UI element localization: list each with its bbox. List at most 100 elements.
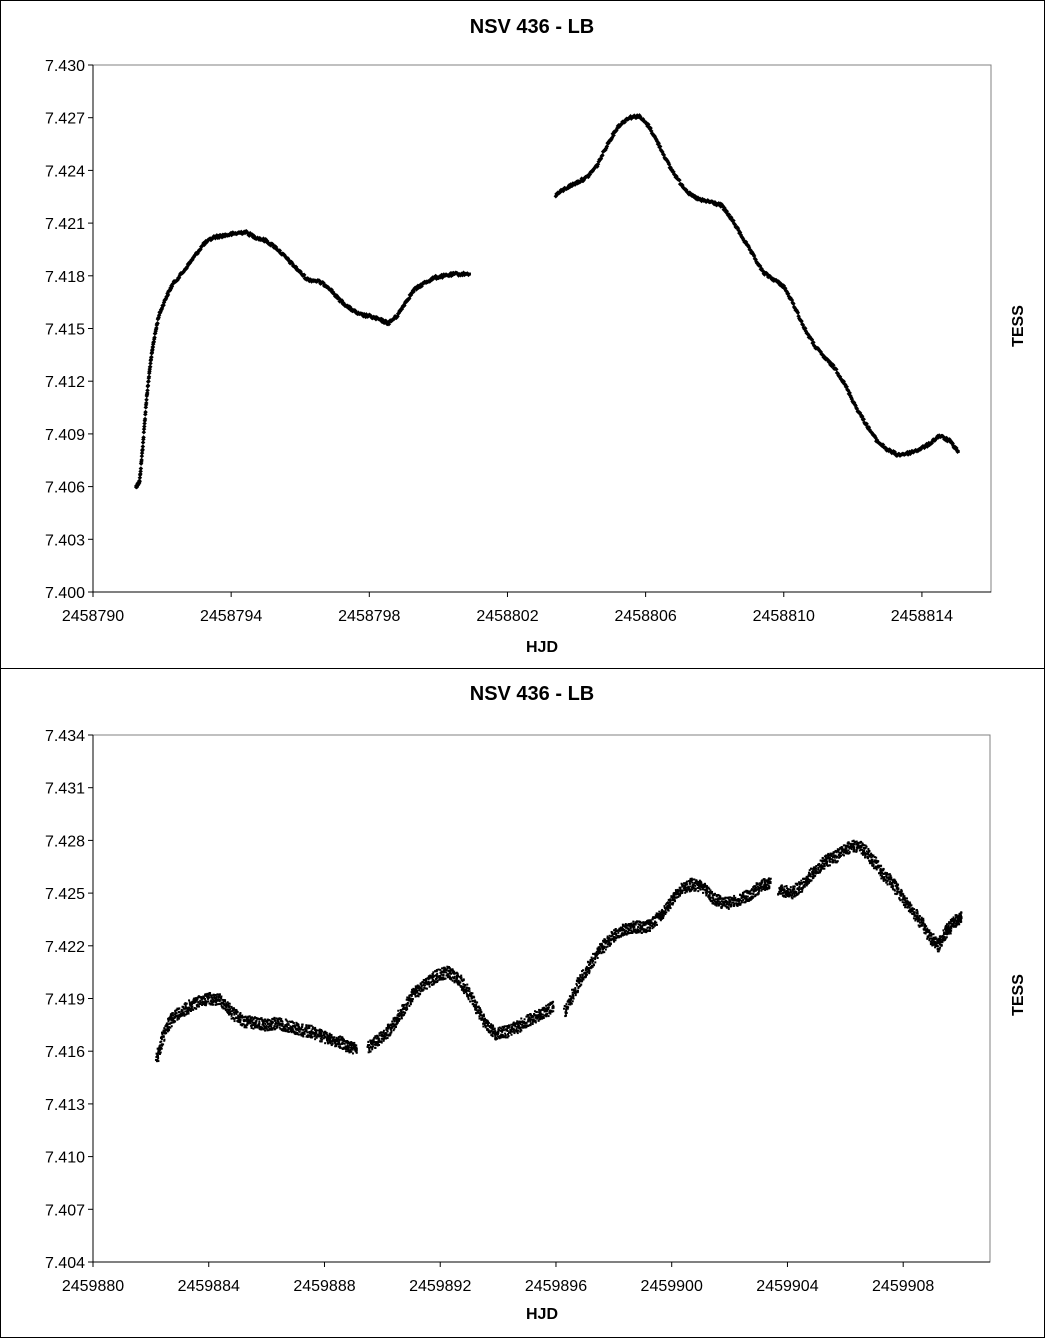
data-point — [574, 992, 577, 995]
data-point — [562, 1007, 565, 1010]
data-point — [889, 877, 892, 880]
data-point — [423, 986, 426, 989]
data-point — [575, 979, 578, 982]
data-point — [788, 892, 791, 895]
data-point — [571, 988, 574, 991]
data-point — [702, 884, 705, 887]
data-point — [355, 1044, 358, 1047]
data-point — [258, 1020, 261, 1023]
data-point — [663, 911, 666, 914]
data-point — [755, 882, 758, 885]
data-point — [436, 972, 439, 975]
data-point — [350, 1047, 353, 1050]
data-point — [229, 1012, 232, 1015]
data-point — [525, 1026, 528, 1029]
data-point — [385, 1037, 388, 1040]
data-point — [551, 1005, 555, 1009]
data-point — [633, 922, 636, 925]
data-point — [685, 881, 688, 884]
data-point — [319, 1035, 322, 1038]
data-point — [538, 1015, 541, 1018]
data-point — [327, 1041, 330, 1044]
data-point — [643, 928, 646, 931]
data-point — [569, 1003, 572, 1006]
data-point — [849, 842, 852, 845]
data-point — [637, 931, 640, 934]
data-point — [497, 1027, 500, 1030]
data-point — [891, 887, 894, 890]
data-point — [303, 1030, 306, 1033]
data-point — [493, 1027, 496, 1030]
data-point — [647, 926, 650, 929]
data-point — [659, 918, 662, 921]
data-point — [850, 848, 853, 851]
data-point — [662, 912, 665, 915]
data-point — [418, 985, 421, 988]
data-point — [663, 910, 666, 913]
data-point — [196, 998, 199, 1001]
data-point — [529, 1020, 532, 1023]
data-point — [547, 1015, 550, 1018]
data-point — [694, 882, 697, 885]
data-point — [841, 853, 844, 856]
data-point — [864, 844, 867, 847]
data-point — [798, 885, 801, 888]
data-point — [688, 888, 691, 891]
x-axis-label: HJD — [526, 639, 558, 656]
data-point — [215, 997, 218, 1000]
data-point — [325, 1038, 328, 1041]
data-point — [402, 1005, 405, 1008]
data-point — [632, 920, 635, 923]
data-point — [507, 1033, 510, 1036]
data-point — [430, 976, 433, 979]
data-point — [731, 901, 734, 904]
data-point — [200, 1001, 203, 1004]
data-point — [386, 1025, 389, 1028]
data-point — [305, 1026, 308, 1029]
data-point — [821, 862, 824, 865]
y-ticks: 7.4007.4037.4067.4097.4127.4157.4187.421… — [45, 58, 93, 602]
data-point — [391, 1020, 394, 1023]
data-point — [802, 877, 805, 880]
data-point — [792, 886, 795, 889]
data-point — [708, 887, 711, 890]
data-point — [334, 1045, 337, 1048]
data-point — [632, 927, 635, 930]
data-point — [527, 1020, 530, 1023]
data-point — [872, 854, 875, 857]
data-point — [266, 1021, 269, 1024]
data-point — [720, 897, 723, 900]
data-point — [909, 911, 912, 914]
data-point — [764, 884, 767, 887]
data-point — [431, 975, 434, 978]
data-point — [159, 1044, 162, 1047]
data-point — [651, 917, 654, 920]
data-point — [532, 1018, 535, 1021]
data-point — [539, 1018, 542, 1021]
data-point — [499, 1036, 502, 1039]
data-point — [703, 882, 706, 885]
data-point — [819, 868, 822, 871]
data-point — [263, 1027, 266, 1030]
data-point — [668, 905, 671, 908]
data-point — [204, 993, 207, 996]
data-point — [255, 1017, 258, 1020]
data-point — [627, 932, 630, 935]
data-point — [192, 1008, 195, 1011]
data-point — [337, 1038, 340, 1041]
data-point — [834, 854, 837, 857]
data-point — [443, 978, 446, 981]
data-point — [871, 864, 874, 867]
data-point — [387, 1023, 390, 1026]
data-point — [531, 1023, 534, 1026]
data-point — [292, 1022, 295, 1025]
data-point — [343, 1046, 346, 1049]
data-point — [497, 1032, 500, 1035]
data-point — [856, 843, 859, 846]
data-point — [571, 1000, 574, 1003]
data-point — [457, 975, 460, 978]
data-point — [903, 895, 906, 898]
data-point — [314, 1030, 317, 1033]
data-point — [393, 1024, 396, 1027]
data-point — [281, 1023, 284, 1026]
